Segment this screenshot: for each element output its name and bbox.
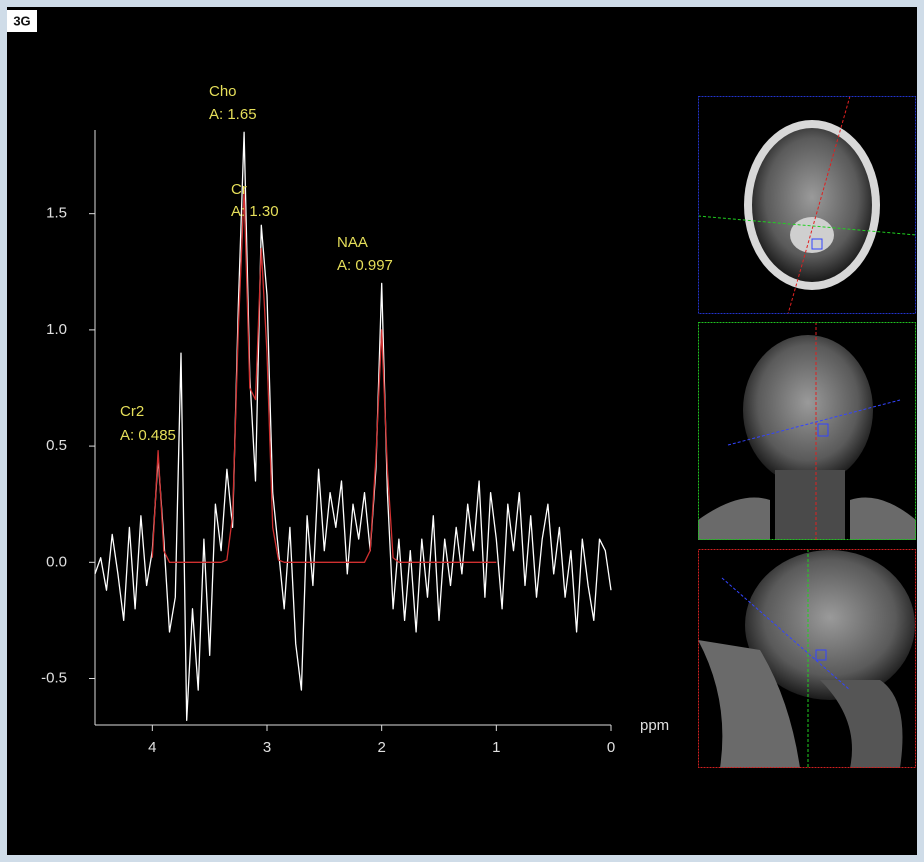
mri-coronal (698, 322, 916, 540)
figure-label: 3G (13, 13, 30, 28)
x-tick-label: 3 (263, 739, 271, 756)
y-tick-label: 0.0 (46, 553, 67, 570)
panel-border (698, 322, 916, 540)
plot-area: -0.5 0.0 0.5 1.0 1.5 4 3 2 1 0 (41, 131, 615, 756)
panel-border (698, 96, 916, 314)
spectrum-line (94, 131, 612, 722)
mri-sagittal (698, 549, 915, 768)
annotation-text: A: 0.485 (120, 427, 176, 444)
annotation-label: NAA (337, 234, 368, 251)
y-tick-label: -0.5 (41, 669, 67, 686)
y-tick-label: 1.0 (46, 321, 67, 338)
x-tick-label: 0 (607, 739, 615, 756)
x-tick-label: 4 (148, 739, 156, 756)
y-tick-label: 0.5 (46, 437, 67, 454)
spectrum-line (151, 189, 497, 563)
label-box (7, 10, 37, 32)
panel-border (698, 549, 916, 768)
annotation-label: Cr2 (120, 403, 144, 420)
annotation-label: Cr (231, 181, 247, 198)
annotation-text: A: 1.65 (209, 106, 257, 123)
annotation-text: A: 1.30 (231, 203, 279, 220)
mri-axial (698, 96, 916, 314)
annotation-label: Cho (209, 83, 237, 100)
x-tick-label: 1 (492, 739, 500, 756)
x-tick-label: 2 (377, 739, 385, 756)
x-axis-label: ppm (640, 717, 669, 734)
annotation-text: A: 0.997 (337, 257, 393, 274)
y-tick-label: 1.5 (46, 205, 67, 222)
